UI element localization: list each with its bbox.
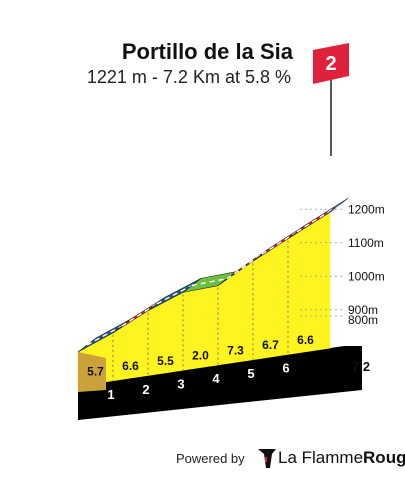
distance-tick-6: 6 [282,361,289,376]
gradient-label-km-3: 5.5 [157,354,174,368]
elevation-label-1100m: 1100m [348,236,384,250]
climb-summary: 1221 m - 7.2 Km at 5.8 % [86,67,291,87]
gradient-label-km-7: 6.6 [297,333,314,347]
elevation-label-900m: 900m [348,303,378,317]
elevation-label-1200m: 1200m [348,202,385,216]
powered-by-label: Powered by [176,451,245,466]
distance-tick-3: 3 [177,377,184,392]
gradient-label-km-5: 7.3 [227,343,244,357]
centerline-km-4 [191,277,228,287]
summit-segment [322,198,348,218]
ground-block-top [78,346,362,420]
brand-logo-accent-icon [265,457,267,462]
distance-tick-4: 4 [212,371,220,386]
gradient-label-km-2: 6.6 [122,359,139,373]
centerline-km-2 [121,303,158,327]
centerline-km-6 [261,231,298,255]
category-badge-label: 2 [325,53,336,75]
category-badge [313,43,349,84]
brand-name-light: La Flamme [278,448,364,467]
elevation-label-800m: 800m [348,313,378,327]
total-distance-label: 7.2 [352,359,370,374]
elevation-label-1000m: 1000m [348,269,385,283]
profile-base-wedge [78,352,106,392]
centerline-km-1 [86,325,123,346]
gradient-label-km-4: 2.0 [192,349,209,363]
centerline-km-5 [226,253,263,280]
brand-name: La FlammeRouge [278,448,405,468]
climb-title: Portillo de la Sia [121,39,293,64]
gradient-label-km-6: 6.7 [262,338,279,352]
centerline-km-3 [156,284,193,305]
gradient-label-km-1: 5.7 [87,364,104,378]
distance-tick-2: 2 [142,382,149,397]
brand-name-bold: Rouge [363,448,405,467]
distance-tick-5: 5 [247,366,254,381]
distance-tick-1: 1 [107,387,114,402]
